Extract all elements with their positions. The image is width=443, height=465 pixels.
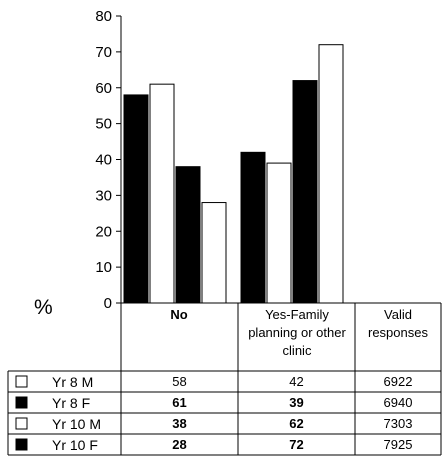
table-cell: 38 <box>172 416 187 431</box>
valid-responses-header: Valid responses <box>368 307 428 340</box>
legend-swatch <box>15 396 28 409</box>
bar <box>292 80 318 304</box>
bar <box>266 162 292 304</box>
legend-swatch <box>15 438 28 451</box>
y-tick-label: 70 <box>95 44 112 61</box>
legend-swatch <box>15 417 28 430</box>
y-tick-label: 0 <box>104 295 112 312</box>
y-axis-label: % <box>34 296 53 319</box>
bar <box>240 151 266 304</box>
legend-swatch <box>15 375 28 388</box>
table-cell: 72 <box>289 437 304 452</box>
table-cell: 42 <box>289 374 304 389</box>
table-cell: 6922 <box>383 374 413 389</box>
bar <box>318 44 344 304</box>
bar <box>123 94 149 304</box>
y-tick-label: 80 <box>95 8 112 25</box>
y-tick-label: 40 <box>95 152 112 169</box>
bar <box>201 202 227 304</box>
table-cell: 61 <box>172 395 187 410</box>
table-row-label: Yr 8 F <box>52 395 91 411</box>
bar <box>149 83 175 304</box>
table-cell: 39 <box>289 395 304 410</box>
table-cell: 6940 <box>383 395 413 410</box>
y-tick-label: 30 <box>95 187 112 204</box>
category-label-no: No <box>170 307 188 322</box>
y-tick-label: 60 <box>95 80 112 97</box>
table-row-label: Yr 8 M <box>52 374 94 390</box>
y-tick-label: 20 <box>95 223 112 240</box>
table-cell: 7925 <box>383 437 413 452</box>
table-cell: 7303 <box>383 416 413 431</box>
table-row-label: Yr 10 F <box>52 437 98 453</box>
y-tick-label: 50 <box>95 116 112 133</box>
table-cell: 58 <box>172 374 187 389</box>
table-cell: 62 <box>289 416 304 431</box>
category-label-yes: Yes-Family planning or other clinic <box>248 307 346 358</box>
bar <box>175 166 201 304</box>
table-cell: 28 <box>172 437 187 452</box>
table-row-label: Yr 10 M <box>52 416 102 432</box>
y-tick-label: 10 <box>95 259 112 276</box>
